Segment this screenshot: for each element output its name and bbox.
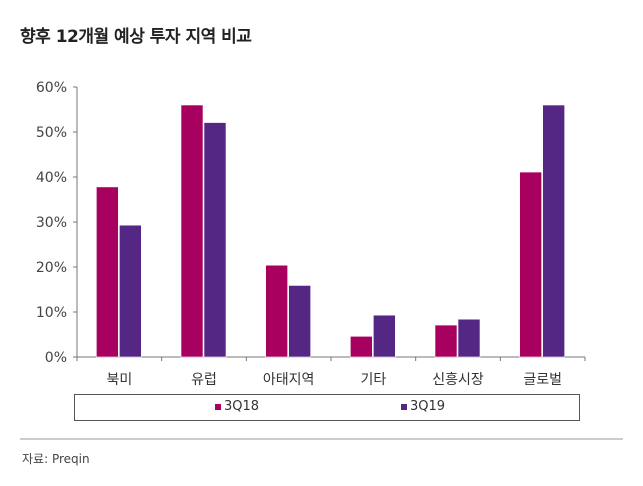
x-tick-label: 북미 <box>106 372 132 388</box>
legend-swatch <box>215 403 221 410</box>
bar-3Q19-기타 <box>373 314 396 358</box>
bar-3Q19-유럽 <box>203 122 227 358</box>
x-tick-label: 글로벌 <box>523 372 562 388</box>
bar-3Q19-북미 <box>119 224 142 358</box>
bar-3Q19-신흥시장 <box>457 318 481 358</box>
legend: 3Q18 3Q19 <box>74 394 580 421</box>
bar-3Q18-유럽 <box>180 104 204 358</box>
y-tick-label: 60% <box>36 80 67 96</box>
x-tick-label: 신흥시장 <box>432 372 484 388</box>
bar-3Q19-글로벌 <box>542 104 565 358</box>
bar-3Q19-아태지역 <box>288 285 311 358</box>
legend-label: 3Q18 <box>224 399 260 414</box>
bar-3Q18-아태지역 <box>265 264 288 358</box>
x-tick-label: 기타 <box>360 372 386 388</box>
chart-title: 향후 12개월 예상 투자 지역 비교 <box>20 27 252 47</box>
legend-item-3q18: 3Q18 <box>215 399 259 414</box>
legend-label: 3Q19 <box>410 399 446 414</box>
divider <box>20 438 623 440</box>
legend-item-3q19: 3Q19 <box>401 399 445 414</box>
source-note: 자료: Preqin <box>22 452 90 466</box>
x-tick-label: 유럽 <box>191 372 217 388</box>
y-tick-label: 30% <box>36 215 67 231</box>
bar-3Q18-신흥시장 <box>434 324 458 358</box>
y-tick-label: 10% <box>36 305 67 321</box>
bar-3Q18-글로벌 <box>519 171 542 358</box>
bar-3Q18-북미 <box>96 186 119 358</box>
x-tick-label: 아태지역 <box>263 372 315 388</box>
y-tick-label: 50% <box>36 125 67 141</box>
legend-swatch <box>401 403 407 410</box>
y-tick-label: 0% <box>45 350 67 366</box>
y-tick-label: 40% <box>36 170 67 186</box>
bar-3Q18-기타 <box>350 335 373 358</box>
y-tick-label: 20% <box>36 260 67 276</box>
